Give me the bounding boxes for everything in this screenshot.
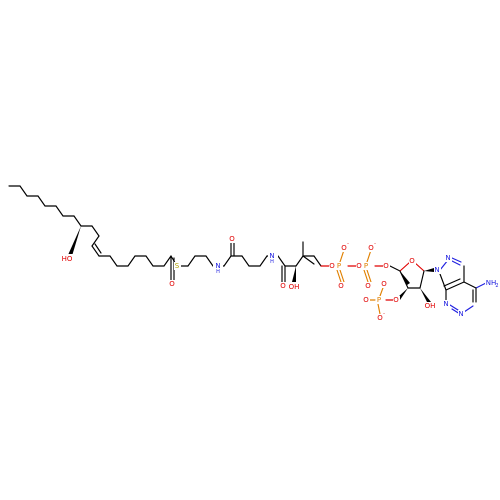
label-amide2-n: N [269, 252, 274, 260]
label-p2-o-bottom: O [365, 282, 371, 290]
carbinol-bonds [68, 215, 100, 256]
tail-bonds [8, 185, 75, 217]
label-amide2-o: O [280, 282, 286, 290]
label-p2-charge: - [374, 241, 376, 247]
label-ring-o: O [409, 257, 415, 265]
label-bridge-o1: O [329, 262, 335, 270]
label-amide1-n: N [215, 262, 220, 270]
label-p3-o-left: O [363, 296, 369, 304]
label-p2: P [364, 262, 368, 270]
label-amide2-h: H [270, 259, 274, 265]
label-p1-charge: - [347, 241, 349, 247]
label-amine-sub: 2 [495, 283, 498, 289]
label-amine: NH [486, 279, 497, 287]
label-bridge-o2: O [356, 262, 362, 270]
label-p1-o-bottom: O [338, 282, 344, 290]
label-purine-n1: N [458, 310, 463, 318]
label-pantoate-oh: OH [289, 283, 300, 291]
wedge-to-hydroxyl [68, 226, 81, 256]
label-p3-o-top: O [381, 280, 387, 288]
label-thioester-o: O [169, 280, 175, 288]
label-p2-o-top: O [368, 244, 374, 252]
label-p1: P [337, 262, 341, 270]
label-hydroxyl-chain: HO [62, 255, 73, 263]
ribose-bonds [389, 261, 434, 304]
label-purine-n9: N [434, 266, 439, 274]
label-p3-o-link: O [393, 296, 399, 304]
label-p1-o-top: O [341, 244, 347, 252]
label-thioester-s: S [175, 262, 180, 270]
atom-labels: HO S O N H O N H O OH O P O - O O P O - [60, 235, 499, 322]
pantoate-bonds [266, 241, 322, 283]
label-bridge-o3: O [383, 262, 389, 270]
label-ribose-oh: OH [425, 302, 436, 310]
label-purine-n7: N [445, 254, 450, 262]
label-p3-o-bottom: O [377, 314, 383, 322]
label-p3: P [377, 296, 381, 304]
alkene-chain-bonds [91, 235, 172, 267]
label-purine-n3: N [443, 300, 448, 308]
label-p3-charge: - [383, 311, 385, 317]
label-amide1-o: O [229, 235, 235, 243]
label-amide1-h: H [216, 269, 220, 275]
wedge-to-pantoate-oh [292, 266, 296, 282]
